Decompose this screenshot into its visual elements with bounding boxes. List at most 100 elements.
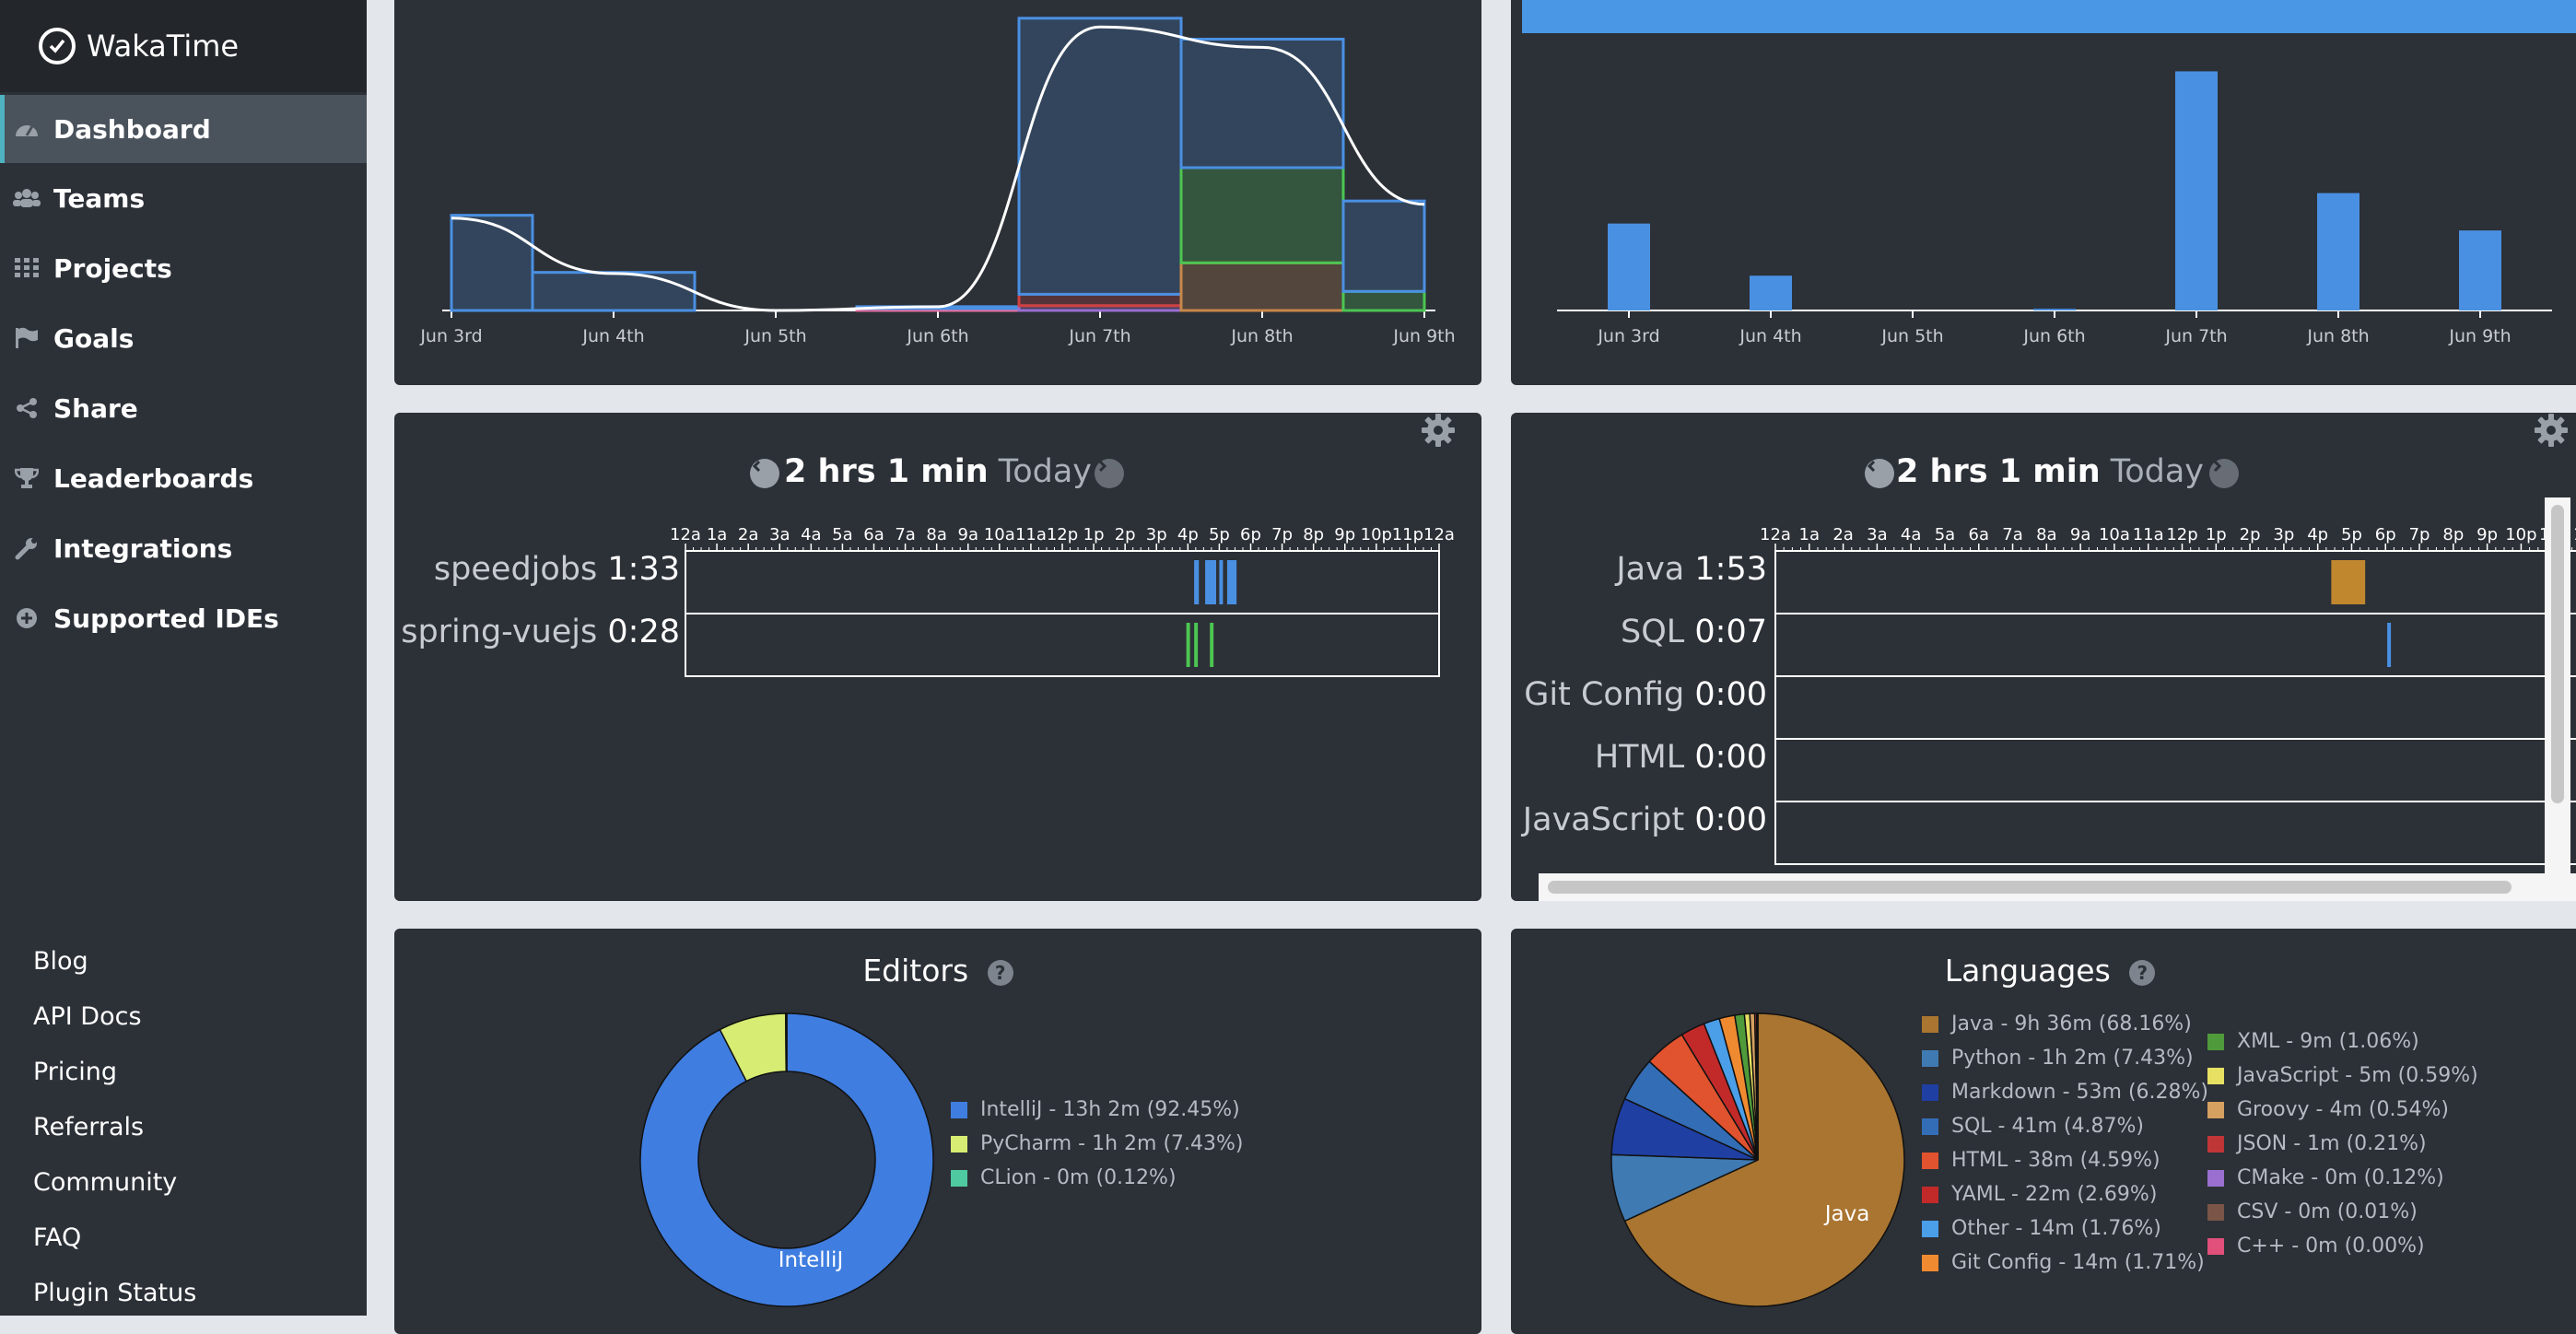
timeline-row — [685, 551, 1439, 614]
languages-legend-col1: Java - 9h 36m (68.16%) Python - 1h 2m (7… — [1922, 1007, 2208, 1280]
nav-label: Teams — [53, 183, 145, 214]
footer-link-blog[interactable]: Blog — [33, 947, 88, 976]
hour-tick-label: 1p — [1083, 525, 1105, 544]
footer-link-pricing[interactable]: Pricing — [33, 1058, 117, 1086]
activity-segment — [1194, 623, 1198, 667]
hour-tick-label: 3p — [2273, 525, 2294, 544]
timeline-row — [1775, 676, 2576, 739]
horizontal-scrollbar-track[interactable] — [1539, 873, 2576, 901]
vertical-scrollbar-track[interactable] — [2545, 497, 2570, 873]
hour-tick-label: 11p — [1392, 525, 1423, 544]
activity-segment — [1210, 623, 1213, 667]
bar — [2459, 230, 2501, 310]
app-name: WakaTime — [87, 29, 239, 64]
bar — [2175, 71, 2218, 310]
nav-item-integrations[interactable]: Integrations — [0, 514, 367, 582]
hour-tick-label: 3p — [1146, 525, 1167, 544]
legend-item: Java - 9h 36m (68.16%) — [1922, 1007, 2208, 1041]
plus-circle-icon — [13, 607, 41, 629]
legend-item: Git Config - 14m (1.71%) — [1922, 1246, 2208, 1280]
hour-tick-label: 6p — [2375, 525, 2396, 544]
teams-icon — [13, 187, 41, 209]
nav-item-dashboard[interactable]: Dashboard — [0, 95, 367, 163]
footer-link-plugin-status[interactable]: Plugin Status — [33, 1279, 196, 1307]
activity-segment — [1227, 560, 1236, 604]
legend-item: XML - 9m (1.06%) — [2207, 1024, 2478, 1059]
slice-label: Java — [1823, 1202, 1870, 1226]
x-tick-label: Jun 9th — [1392, 326, 1455, 346]
activity-segment — [2387, 623, 2391, 667]
hour-tick-label: 8p — [2442, 525, 2464, 544]
hour-tick-label: 4a — [801, 525, 821, 544]
hour-tick-label: 9p — [2476, 525, 2498, 544]
hour-tick-label: 5p — [1209, 525, 1230, 544]
legend-item: CLion - 0m (0.12%) — [951, 1161, 1244, 1195]
legend-item: Other - 14m (1.76%) — [1922, 1211, 2208, 1246]
pie-slice — [786, 1013, 787, 1071]
hour-tick-label: 12p — [1047, 525, 1078, 544]
editors-legend: IntelliJ - 13h 2m (92.45%) PyCharm - 1h … — [951, 1093, 1244, 1195]
legend-swatch — [1922, 1187, 1938, 1203]
legend-item: Groovy - 4m (0.54%) — [2207, 1093, 2478, 1127]
trophy-icon — [13, 467, 41, 489]
nav-item-goals[interactable]: Goals — [0, 304, 367, 372]
footer-link-faq[interactable]: FAQ — [33, 1223, 81, 1252]
bar — [2317, 193, 2359, 310]
hour-tick-label: 2p — [2240, 525, 2261, 544]
footer-link-community[interactable]: Community — [33, 1168, 177, 1197]
sidebar: WakaTime Dashboard Teams Projects Goals … — [0, 0, 367, 1316]
nav-item-supported-ides[interactable]: Supported IDEs — [0, 584, 367, 652]
nav-label: Dashboard — [53, 114, 211, 145]
brand[interactable]: WakaTime — [0, 0, 367, 92]
legend-swatch — [1922, 1118, 1938, 1135]
editors-card: Editors ? IntelliJ IntelliJ - 13h 2m (92… — [394, 929, 1481, 1334]
step-segment — [1343, 291, 1424, 310]
editors-donut-chart: IntelliJ — [394, 929, 1481, 1334]
footer-link-api-docs[interactable]: API Docs — [33, 1002, 142, 1031]
hour-tick-label: 7p — [2409, 525, 2430, 544]
legend-item: CMake - 0m (0.12%) — [2207, 1161, 2478, 1195]
hour-tick-label: 6a — [1969, 525, 1989, 544]
legend-swatch — [2207, 1170, 2224, 1187]
activity-segment — [1194, 560, 1199, 604]
hour-tick-label: 9a — [2070, 525, 2090, 544]
footer-link-referrals[interactable]: Referrals — [33, 1113, 144, 1141]
x-tick-label: Jun 6th — [2022, 326, 2085, 346]
nav-item-leaderboards[interactable]: Leaderboards — [0, 444, 367, 512]
hour-tick-label: 4p — [1177, 525, 1199, 544]
step-segment — [451, 216, 533, 310]
hour-tick-label: 7a — [895, 525, 915, 544]
legend-swatch — [2207, 1102, 2224, 1118]
hour-tick-label: 7p — [1271, 525, 1293, 544]
hour-tick-label: 3a — [769, 525, 790, 544]
step-segment — [533, 273, 695, 310]
goals-flag-icon — [13, 327, 41, 349]
languages-timeline-card: 2 hrs 1 min Today Java 1:53 SQL 0:07 Git… — [1511, 413, 2576, 901]
vertical-scrollbar-thumb[interactable] — [2551, 505, 2564, 803]
nav-item-teams[interactable]: Teams — [0, 164, 367, 232]
languages-legend-col2: XML - 9m (1.06%) JavaScript - 5m (0.59%)… — [2207, 1024, 2478, 1263]
x-tick-label: Jun 4th — [581, 326, 644, 346]
hour-tick-label: 12a — [1423, 525, 1455, 544]
horizontal-scrollbar-thumb[interactable] — [1548, 881, 2512, 894]
activity-segment — [1187, 623, 1190, 667]
nav-item-share[interactable]: Share — [0, 374, 367, 442]
hour-tick-label: 9a — [958, 525, 978, 544]
hour-tick-label: 2a — [738, 525, 758, 544]
step-segment — [1181, 168, 1343, 263]
legend-swatch — [2207, 1204, 2224, 1221]
wrench-icon — [13, 536, 41, 560]
hour-tick-label: 9p — [1334, 525, 1355, 544]
hour-tick-label: 12p — [2166, 525, 2197, 544]
x-tick-label: Jun 5th — [1880, 326, 1943, 346]
legend-swatch — [2207, 1238, 2224, 1255]
legend-swatch — [951, 1170, 967, 1187]
nav-label: Share — [53, 393, 138, 424]
x-tick-label: Jun 3rd — [1597, 326, 1659, 346]
dashboard-icon — [13, 118, 41, 140]
activity-segment — [2331, 560, 2365, 604]
nav-label: Leaderboards — [53, 463, 253, 494]
x-tick-label: Jun 6th — [906, 326, 968, 346]
nav-label: Supported IDEs — [53, 603, 279, 634]
nav-item-projects[interactable]: Projects — [0, 234, 367, 302]
